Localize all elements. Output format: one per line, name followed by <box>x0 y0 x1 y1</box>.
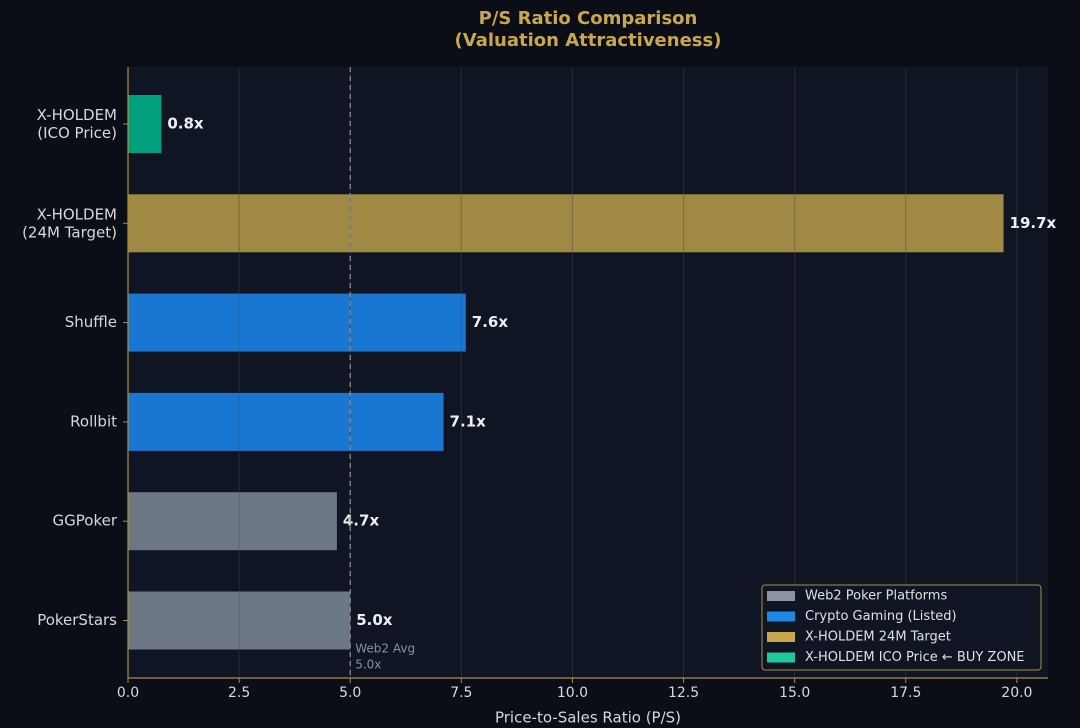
legend-label: X-HOLDEM ICO Price ← BUY ZONE <box>805 650 1025 665</box>
y-tick-label-line: (24M Target) <box>22 223 117 241</box>
reference-label: Web2 Avg <box>355 642 415 656</box>
x-tick-label: 15.0 <box>779 685 810 701</box>
legend-swatch <box>767 611 795 622</box>
chart-title: P/S Ratio Comparison <box>479 8 698 29</box>
y-tick-label: GGPoker <box>53 512 118 530</box>
y-tick-label: X-HOLDEM (ICO Price) <box>37 106 117 142</box>
x-tick-label: 0.0 <box>117 685 139 701</box>
value-label: 7.6x <box>472 313 509 331</box>
y-tick-label: Shuffle <box>65 313 117 331</box>
x-tick-label: 17.5 <box>890 685 921 701</box>
value-label: 7.1x <box>450 412 487 430</box>
chart-title: (Valuation Attractiveness) <box>455 30 722 51</box>
value-label: 19.7x <box>1010 214 1057 232</box>
x-tick-label: 7.5 <box>450 685 472 701</box>
y-tick-label: X-HOLDEM (24M Target) <box>22 205 117 241</box>
y-tick-label-line: (ICO Price) <box>37 124 117 142</box>
bar <box>128 591 351 650</box>
y-tick-label-line: X-HOLDEM <box>37 205 117 223</box>
x-tick-label: 10.0 <box>557 685 588 701</box>
bar <box>128 492 337 551</box>
legend-swatch <box>767 632 795 642</box>
reference-label: 5.0x <box>355 658 381 672</box>
legend-label: Crypto Gaming (Listed) <box>805 609 957 624</box>
y-tick-label: Rollbit <box>70 412 117 430</box>
value-label: 4.7x <box>343 512 380 530</box>
bar <box>128 95 162 153</box>
legend-swatch <box>767 591 795 601</box>
value-label: 0.8x <box>167 115 204 133</box>
x-tick-label: 5.0 <box>339 685 361 701</box>
value-label: 5.0x <box>356 611 393 629</box>
legend-label: X-HOLDEM 24M Target <box>805 630 951 645</box>
x-axis-label: Price-to-Sales Ratio (P/S) <box>495 709 681 727</box>
x-tick-label: 2.5 <box>228 685 250 701</box>
y-tick-label: PokerStars <box>37 611 117 629</box>
y-tick-label-line: X-HOLDEM <box>37 106 117 124</box>
plot-area <box>128 67 1048 678</box>
bar <box>128 392 444 451</box>
legend-label: Web2 Poker Platforms <box>805 589 947 604</box>
legend-swatch <box>767 652 795 663</box>
bar <box>128 293 466 352</box>
x-tick-label: 20.0 <box>1001 685 1032 701</box>
x-tick-label: 12.5 <box>668 685 699 701</box>
bar <box>128 194 1004 253</box>
legend-box <box>761 584 1042 671</box>
